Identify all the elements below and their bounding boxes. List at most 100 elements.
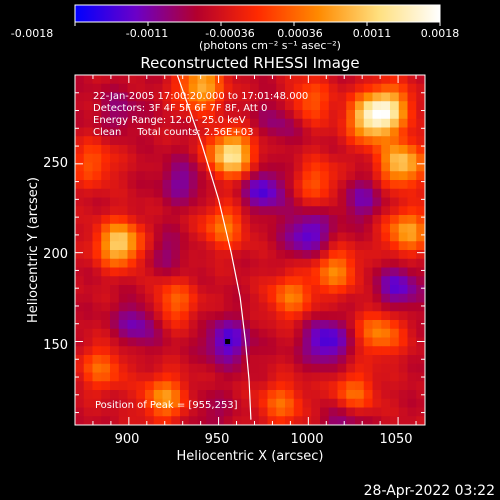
heatmap-cell xyxy=(206,188,216,198)
heatmap-cell xyxy=(215,285,225,295)
heatmap-cell xyxy=(328,390,338,400)
heatmap-cell xyxy=(101,101,111,111)
heatmap-cell xyxy=(276,162,286,172)
heatmap-cell xyxy=(101,328,111,338)
heatmap-cell xyxy=(197,197,207,207)
heatmap-cell xyxy=(346,188,356,198)
heatmap-cell xyxy=(118,127,128,137)
heatmap-cell xyxy=(302,145,312,155)
heatmap-cell xyxy=(372,302,382,312)
heatmap-cell xyxy=(346,276,356,286)
heatmap-cell xyxy=(118,153,128,163)
heatmap-cell xyxy=(197,188,207,198)
heatmap-cell xyxy=(407,145,417,155)
heatmap-cell xyxy=(136,337,146,347)
heatmap-cell xyxy=(215,127,225,137)
heatmap-cell xyxy=(153,153,163,163)
heatmap-cell xyxy=(276,363,286,373)
heatmap-cell xyxy=(250,118,260,128)
heatmap-cell xyxy=(118,320,128,330)
heatmap-cell xyxy=(136,153,146,163)
heatmap-cell xyxy=(250,398,260,408)
heatmap-cell xyxy=(311,398,321,408)
heatmap-cell xyxy=(92,407,102,417)
heatmap-cell xyxy=(162,223,172,233)
heatmap-cell xyxy=(110,302,120,312)
heatmap-cell xyxy=(153,206,163,216)
heatmap-cell xyxy=(197,101,207,111)
heatmap-cell xyxy=(328,83,338,93)
heatmap-cell xyxy=(232,127,242,137)
heatmap-cell xyxy=(346,293,356,303)
heatmap-cell xyxy=(153,285,163,295)
heatmap-cell xyxy=(118,250,128,260)
heatmap-cell xyxy=(118,407,128,417)
heatmap-cell xyxy=(320,250,330,260)
heatmap-cell xyxy=(145,363,155,373)
heatmap-cell xyxy=(75,145,85,155)
heatmap-cell xyxy=(232,180,242,190)
heatmap-cell xyxy=(346,118,356,128)
heatmap-cell xyxy=(390,390,400,400)
heatmap-cell xyxy=(398,293,408,303)
heatmap-cell xyxy=(285,92,295,102)
heatmap-cell xyxy=(127,136,137,146)
heatmap-cell xyxy=(302,328,312,338)
heatmap-cell xyxy=(407,363,417,373)
heatmap-cell xyxy=(258,398,268,408)
heatmap-cell xyxy=(101,372,111,382)
heatmap-cell xyxy=(92,372,102,382)
heatmap-cell xyxy=(110,162,120,172)
heatmap-cell xyxy=(407,346,417,356)
heatmap-cell xyxy=(118,381,128,391)
heatmap-cell xyxy=(92,320,102,330)
heatmap-cell xyxy=(372,206,382,216)
heatmap-cell xyxy=(188,232,198,242)
heatmap-cell xyxy=(276,197,286,207)
heatmap-cell xyxy=(355,337,365,347)
heatmap-cell xyxy=(285,302,295,312)
heatmap-cell xyxy=(250,381,260,391)
heatmap-cell xyxy=(75,372,85,382)
heatmap-cell xyxy=(346,302,356,312)
heatmap-cell xyxy=(258,127,268,137)
heatmap-cell xyxy=(153,355,163,365)
heatmap-cell xyxy=(127,258,137,268)
heatmap-cell xyxy=(83,75,93,85)
heatmap-cell xyxy=(232,145,242,155)
heatmap-cell xyxy=(118,346,128,356)
heatmap-cell xyxy=(188,416,198,425)
heatmap-cell xyxy=(267,83,277,93)
heatmap-cell xyxy=(363,258,373,268)
heatmap-cell xyxy=(223,188,233,198)
heatmap-cell xyxy=(75,136,85,146)
heatmap-cell xyxy=(180,232,190,242)
heatmap-cell xyxy=(75,328,85,338)
heatmap-cell xyxy=(337,363,347,373)
colorbar-tick-label-3: 0.00036 xyxy=(277,27,323,40)
heatmap-cell xyxy=(223,346,233,356)
heatmap-cell xyxy=(223,250,233,260)
heatmap-cell xyxy=(145,293,155,303)
heatmap-cell xyxy=(180,337,190,347)
heatmap-cell xyxy=(188,258,198,268)
heatmap-cell xyxy=(75,285,85,295)
heatmap-cell xyxy=(215,398,225,408)
heatmap-cell xyxy=(127,328,137,338)
heatmap-cell xyxy=(232,337,242,347)
heatmap-cell xyxy=(241,293,251,303)
heatmap-cell xyxy=(162,127,172,137)
heatmap-cell xyxy=(180,328,190,338)
heatmap-cell xyxy=(241,118,251,128)
heatmap-cell xyxy=(83,267,93,277)
heatmap-cell xyxy=(206,258,216,268)
heatmap-cell xyxy=(416,346,425,356)
heatmap-cell xyxy=(232,267,242,277)
heatmap-cell xyxy=(293,197,303,207)
heatmap-cell xyxy=(390,232,400,242)
heatmap-cell xyxy=(162,285,172,295)
heatmap-cell xyxy=(407,302,417,312)
heatmap-cell xyxy=(267,363,277,373)
heatmap-cell xyxy=(206,390,216,400)
heatmap-cell xyxy=(180,162,190,172)
